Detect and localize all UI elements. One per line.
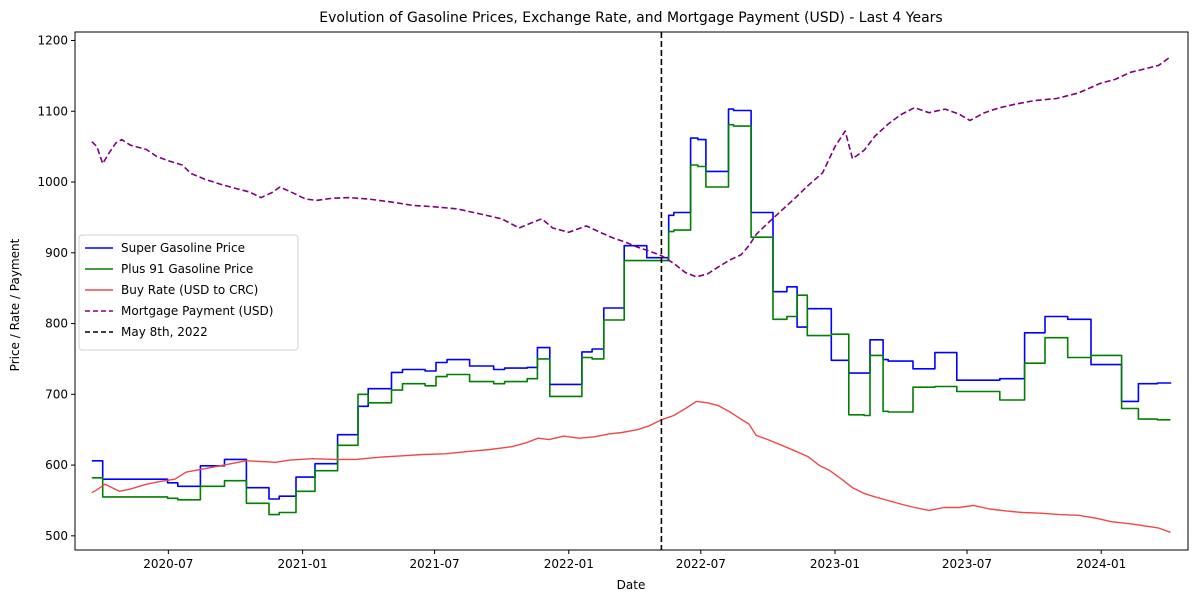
legend-label-plus-91-gasoline-price: Plus 91 Gasoline Price bbox=[121, 262, 253, 276]
x-tick-label: 2023-07 bbox=[942, 557, 992, 571]
chart-title: Evolution of Gasoline Prices, Exchange R… bbox=[319, 10, 942, 26]
y-tick-label: 700 bbox=[45, 387, 68, 401]
y-tick-label: 800 bbox=[45, 317, 68, 331]
axes: 2020-07 2021-01 2021-07 2022-01 2022-07 2023-… bbox=[37, 31, 1189, 571]
y-tick-label: 1100 bbox=[37, 104, 68, 118]
y-tick-label: 500 bbox=[45, 529, 68, 543]
y-axis-label: Price / Rate / Payment bbox=[8, 238, 22, 371]
legend-label-mortgage-payment-usd: Mortgage Payment (USD) bbox=[121, 304, 273, 318]
y-tick-label: 1000 bbox=[37, 175, 68, 189]
series-line-mortgage-payment-usd bbox=[91, 56, 1171, 278]
series-line-buy-rate-usd-to-crc bbox=[91, 400, 1171, 533]
legend-label-buy-rate-usd-to-crc: Buy Rate (USD to CRC) bbox=[121, 283, 258, 297]
plot-frame bbox=[74, 31, 1189, 551]
legend: Super Gasoline Price Plus 91 Gasoline Pri… bbox=[78, 234, 299, 351]
x-tick-label: 2024-01 bbox=[1076, 557, 1126, 571]
y-tick-label: 900 bbox=[45, 246, 68, 260]
x-axis-label: Date bbox=[617, 578, 646, 592]
y-tick-label: 600 bbox=[45, 458, 68, 472]
legend-label-super-gasoline-price: Super Gasoline Price bbox=[121, 241, 245, 255]
x-tick-label: 2021-07 bbox=[410, 557, 460, 571]
x-tick-label: 2021-01 bbox=[277, 557, 327, 571]
legend-box bbox=[78, 234, 299, 351]
legend-label-may-8th-2022: May 8th, 2022 bbox=[121, 325, 208, 339]
x-tick-label: 2022-01 bbox=[544, 557, 594, 571]
x-tick-label: 2022-07 bbox=[676, 557, 726, 571]
x-tick-label: 2020-07 bbox=[143, 557, 193, 571]
x-tick-label: 2023-01 bbox=[810, 557, 860, 571]
plot-area bbox=[91, 32, 1172, 550]
y-tick-label: 1200 bbox=[37, 33, 68, 47]
